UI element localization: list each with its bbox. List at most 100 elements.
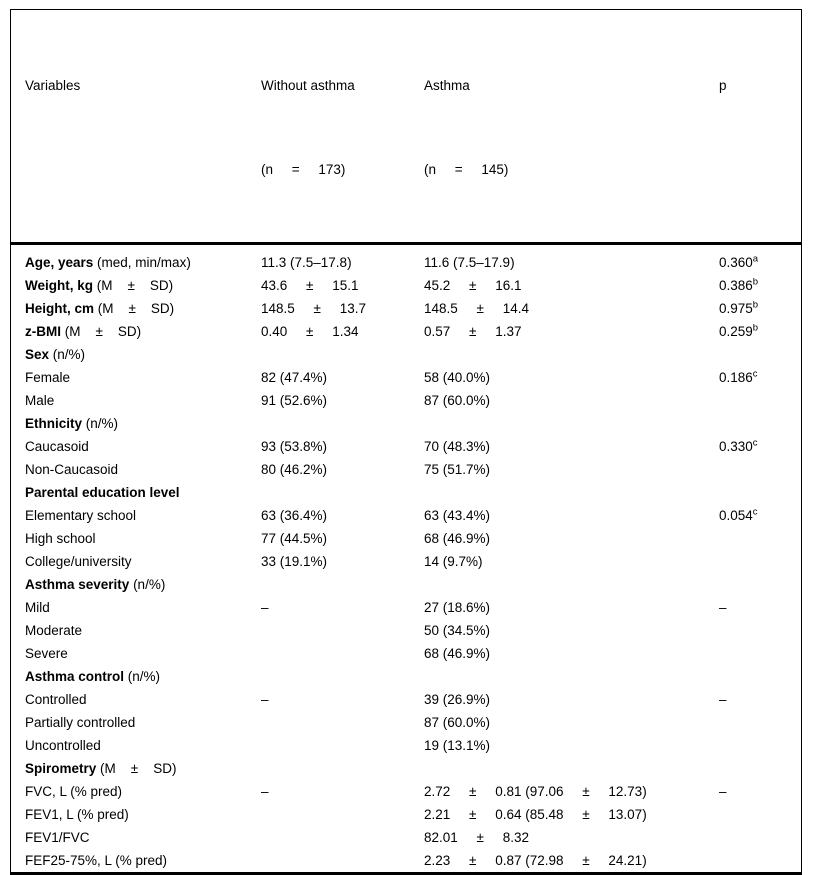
p-value-cell xyxy=(719,757,801,780)
table-row: Severe 68 (46.9%) xyxy=(11,642,801,665)
p-value-cell: 0.054c xyxy=(719,504,801,527)
characteristics-table-container: Variables Without asthma (n = 173) Asthm… xyxy=(10,9,802,875)
without-asthma-value-cell: 63 (36.4%) xyxy=(261,508,328,523)
without-asthma-value-cell xyxy=(261,734,424,757)
p-value-cell: – xyxy=(719,596,801,619)
variable-label-bold: Sex xyxy=(25,347,50,362)
variable-label-bold: z-BMI xyxy=(25,324,61,339)
table-row: Asthma control (n/%) xyxy=(11,665,801,688)
without-asthma-value-cell: – xyxy=(261,600,269,615)
table-row: Ethnicity (n/%) xyxy=(11,412,801,435)
variable-cell: Uncontrolled xyxy=(11,734,261,757)
p-value-cell xyxy=(719,711,801,734)
p-value: 0.360 xyxy=(719,255,753,270)
table-row: Asthma severity (n/%) xyxy=(11,573,801,596)
p-value-cell: 0.975b xyxy=(719,297,801,320)
p-value-cell xyxy=(719,734,801,757)
asthma-value-cell xyxy=(424,573,719,596)
variable-label-rest: Controlled xyxy=(25,692,87,707)
table-row: Weight, kg (M ± SD) 43.6 ± 15.1 45.2 ± 16.… xyxy=(11,274,801,297)
variable-cell: z-BMI (M ± SD) xyxy=(11,320,261,343)
table-row: z-BMI (M ± SD) 0.40 ± 1.34 0.57 ± 1.37 0.25… xyxy=(11,320,801,343)
variable-cell: Caucasoid xyxy=(11,435,261,458)
variable-cell: FEV1/FVC xyxy=(11,826,261,849)
variable-cell: Elementary school xyxy=(11,504,261,527)
variable-cell: Age, years (med, min/max) xyxy=(11,244,261,275)
asthma-value-cell: 68 (46.9%) xyxy=(424,531,491,546)
without-asthma-value-cell xyxy=(261,343,424,366)
p-value-cell xyxy=(719,481,801,504)
p-value-superscript: b xyxy=(752,276,759,288)
p-value-superscript: c xyxy=(752,437,758,449)
table-row: FEV1, L (% pred) 2.21 ± 0.64 (85.48 ± 13.… xyxy=(11,803,801,826)
variable-label-bold: Parental education level xyxy=(25,485,180,500)
variable-cell: Spirometry (M ± SD) xyxy=(11,757,261,780)
asthma-value-cell: 14 (9.7%) xyxy=(424,554,483,569)
variable-cell: FEF25-75%, L (% pred) xyxy=(11,849,261,872)
table-row: FEF25-75%, L (% pred) 2.23 ± 0.87 (72.98 … xyxy=(11,849,801,872)
p-value-cell xyxy=(719,412,801,435)
variable-cell: Height, cm (M ± SD) xyxy=(11,297,261,320)
table-row: Mild – 27 (18.6%) – xyxy=(11,596,801,619)
header-without-asthma-label: Without asthma xyxy=(261,78,355,93)
table-row: Age, years (med, min/max) 11.3 (7.5–17.8)… xyxy=(11,244,801,275)
variable-cell: High school xyxy=(11,527,261,550)
table-row: Partially controlled 87 (60.0%) xyxy=(11,711,801,734)
column-header-asthma: Asthma (n = 145) xyxy=(424,10,719,245)
table-row: College/university 33 (19.1%) 14 (9.7%) xyxy=(11,550,801,573)
variable-label-bold: Asthma control xyxy=(25,669,125,684)
variable-label-rest: Female xyxy=(25,370,71,385)
table-row: Uncontrolled 19 (13.1%) xyxy=(11,734,801,757)
without-asthma-value-cell: 43.6 ± 15.1 xyxy=(261,278,359,293)
p-value: 0.330 xyxy=(719,439,753,454)
asthma-value-cell: 58 (40.0%) xyxy=(424,370,491,385)
asthma-value-cell: 39 (26.9%) xyxy=(424,692,491,707)
variable-cell: Weight, kg (M ± SD) xyxy=(11,274,261,297)
table-row: Moderate 50 (34.5%) xyxy=(11,619,801,642)
asthma-value-cell: 50 (34.5%) xyxy=(424,623,491,638)
asthma-value-cell xyxy=(424,343,719,366)
asthma-value-cell: 82.01 ± 8.32 xyxy=(424,830,529,845)
variable-label-rest: FVC, L (% pred) xyxy=(25,784,123,799)
variable-label-rest: High school xyxy=(25,531,96,546)
without-asthma-value-cell: 80 (46.2%) xyxy=(261,462,328,477)
variable-cell: Asthma control (n/%) xyxy=(11,665,261,688)
column-header-variables: Variables xyxy=(11,10,261,245)
p-value-cell: 0.330c xyxy=(719,435,801,458)
asthma-value-cell: 2.72 ± 0.81 (97.06 ± 12.73) xyxy=(424,784,647,799)
table-row: Caucasoid 93 (53.8%) 70 (48.3%) 0.330c xyxy=(11,435,801,458)
variable-label-bold: Ethnicity xyxy=(25,416,83,431)
p-value-cell: 0.259b xyxy=(719,320,801,343)
comparison-table: Variables Without asthma (n = 173) Asthm… xyxy=(11,10,801,872)
variable-label-rest: Male xyxy=(25,393,55,408)
table-row: FEV1/FVC 82.01 ± 8.32 xyxy=(11,826,801,849)
table-row: Parental education level xyxy=(11,481,801,504)
asthma-value-cell xyxy=(424,481,719,504)
p-value-cell: 0.360a xyxy=(719,244,801,275)
column-header-p: p xyxy=(719,10,801,245)
variable-label-rest: (M ± SD) xyxy=(93,278,174,293)
asthma-value-cell: 87 (60.0%) xyxy=(424,715,491,730)
asthma-value-cell: 45.2 ± 16.1 xyxy=(424,278,522,293)
without-asthma-value-cell xyxy=(261,826,424,849)
variable-cell: Asthma severity (n/%) xyxy=(11,573,261,596)
header-asthma-label: Asthma xyxy=(424,78,470,93)
p-value-cell xyxy=(719,803,801,826)
p-value: 0.054 xyxy=(719,508,753,523)
without-asthma-value-cell: 77 (44.5%) xyxy=(261,531,328,546)
variable-label-rest: FEV1, L (% pred) xyxy=(25,807,129,822)
p-value-cell xyxy=(719,665,801,688)
without-asthma-value-cell xyxy=(261,642,424,665)
variable-cell: Ethnicity (n/%) xyxy=(11,412,261,435)
p-value-superscript: b xyxy=(752,299,759,311)
p-value-cell: 0.186c xyxy=(719,366,801,389)
variable-label-bold: Weight, kg xyxy=(25,278,94,293)
variable-cell: College/university xyxy=(11,550,261,573)
variable-label-bold: Age, years xyxy=(25,255,94,270)
p-value: – xyxy=(719,600,727,615)
asthma-value-cell: 87 (60.0%) xyxy=(424,393,491,408)
variable-label-bold: Spirometry xyxy=(25,761,97,776)
variable-cell: Non-Caucasoid xyxy=(11,458,261,481)
variable-label-rest: FEF25-75%, L (% pred) xyxy=(25,853,168,868)
table-row: Height, cm (M ± SD) 148.5 ± 13.7 148.5 ± 1… xyxy=(11,297,801,320)
